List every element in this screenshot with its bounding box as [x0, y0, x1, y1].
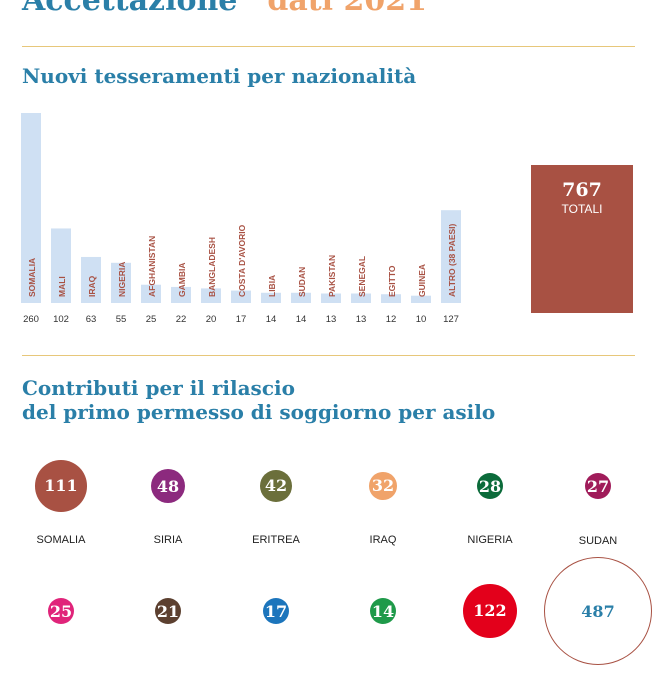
divider-top [22, 46, 635, 47]
divider-middle [22, 355, 635, 356]
bar-3 [81, 256, 101, 303]
bar-category-label: GUINEA [417, 264, 427, 297]
bar-chart-title: Nuovi tesseramenti per nazionalità [22, 64, 417, 88]
bar-7 [201, 288, 221, 303]
bar-4 [111, 262, 131, 303]
bubble: 122 [462, 583, 518, 639]
bubble-label: SUDAN [578, 535, 618, 547]
bar-11 [321, 293, 341, 303]
bar-category-label: GAMBIA [177, 263, 187, 297]
bar-chart: SOMALIA 260 MALI 102 IRAQ 63 NIGERIA 55 AFGHANIS… [21, 113, 461, 325]
bubble-section-title-line1: Contributi per il rilascio [22, 376, 295, 400]
bar-category-label: SOMALIA [27, 258, 37, 297]
bubble: 42 [260, 470, 292, 502]
bar-category-label: ALTRO (38 PAESI) [447, 223, 457, 297]
bar-value-label: 20 [206, 314, 217, 325]
bar-category-label: SUDAN [297, 267, 307, 297]
bubble: 21 [155, 598, 181, 624]
bubble: 17 [263, 598, 289, 624]
bar-category-label: PAKISTAN [327, 255, 337, 297]
totals-value: 767 [562, 179, 602, 201]
bar-value-label: 260 [23, 314, 39, 325]
bubble: 32 [369, 472, 397, 500]
bubble-label: ERITREA [252, 534, 300, 546]
bar-5 [141, 284, 161, 303]
bar-category-label: LIBIA [267, 275, 277, 297]
bubble: 48 [151, 469, 185, 503]
bar-6 [171, 286, 191, 303]
bar-15 [441, 210, 461, 303]
bar-value-label: 127 [443, 314, 459, 325]
bar-category-label: SENEGAL [357, 256, 367, 297]
bar-category-label: BANGLADESH [207, 237, 217, 297]
bubble-label: NIGERIA [467, 534, 513, 546]
bubble: 14 [370, 598, 396, 624]
bar-value-label: 25 [146, 314, 157, 325]
bubble: 25 [48, 598, 74, 624]
bar-1 [21, 113, 41, 303]
bar-2 [51, 228, 71, 303]
bar-value-label: 14 [266, 314, 277, 325]
bubble: 27 [585, 473, 611, 499]
bubble-label: SOMALIA [36, 534, 86, 546]
bar-10 [291, 292, 311, 303]
page-title-part2: dati 2021 [267, 0, 427, 18]
bar-category-label: AFGHANISTAN [147, 236, 157, 297]
bubble: 487 [544, 557, 652, 665]
bar-category-label: IRAQ [87, 275, 97, 297]
bar-value-label: 63 [86, 314, 97, 325]
bar-value-label: 22 [176, 314, 187, 325]
bar-value-label: 14 [296, 314, 307, 325]
bar-14 [411, 295, 431, 303]
bubble-label: SIRIA [153, 534, 183, 546]
bar-value-label: 13 [326, 314, 337, 325]
bar-value-label: 102 [53, 314, 69, 325]
page-title-part1: Accettazione [22, 0, 238, 18]
bubble: 28 [477, 473, 503, 499]
totals-box: 767 TOTALI [531, 165, 633, 313]
bar-category-label: NIGERIA [117, 262, 127, 297]
totals-label: TOTALI [561, 202, 603, 216]
bar-value-label: 13 [356, 314, 367, 325]
bar-category-label: EGITTO [387, 265, 397, 297]
bubble: 111 [35, 460, 87, 512]
bar-value-label: 12 [386, 314, 397, 325]
bar-12 [351, 293, 371, 303]
bar-category-label: COSTA D'AVORIO [237, 224, 247, 297]
bar-8 [231, 290, 251, 303]
bar-13 [381, 294, 401, 303]
bar-category-label: MALI [57, 276, 67, 297]
page-title: Accettazione dati 2021 [22, 0, 427, 16]
bar-9 [261, 292, 281, 303]
bar-value-label: 10 [416, 314, 427, 325]
bar-value-label: 55 [116, 314, 127, 325]
bubble-label: IRAQ [369, 534, 397, 546]
bubble-section-title-line2: del primo permesso di soggiorno per asil… [22, 400, 496, 424]
bar-value-label: 17 [236, 314, 247, 325]
